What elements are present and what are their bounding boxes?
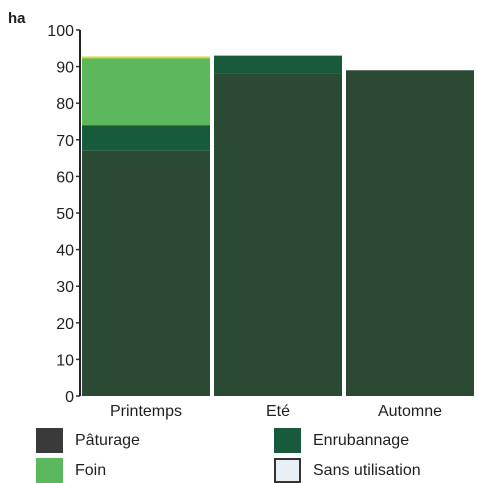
legend-swatch-sans-utilisation bbox=[274, 458, 301, 483]
x-axis-categories: Printemps Eté Automne bbox=[110, 403, 442, 420]
legend-item-foin: Foin bbox=[36, 458, 106, 483]
x-category-label: Eté bbox=[266, 403, 290, 420]
chart-svg: ha 0 10 20 30 40 50 60 70 80 90 100 Printemps Eté Au… bbox=[8, 10, 474, 420]
y-tick-label: 20 bbox=[56, 316, 74, 333]
y-tick-label: 60 bbox=[56, 169, 74, 186]
y-axis-unit-label: ha bbox=[8, 10, 26, 27]
y-tick-label: 10 bbox=[56, 352, 74, 369]
y-tick-label: 50 bbox=[56, 206, 74, 223]
x-category-label: Printemps bbox=[110, 403, 182, 420]
bar-segment-enrubannage-et- bbox=[214, 55, 342, 74]
y-tick-label: 100 bbox=[47, 23, 74, 40]
y-tick-label: 80 bbox=[56, 96, 74, 113]
bar-segment-enrubannage-printemps bbox=[82, 125, 210, 151]
legend-swatch-paturage bbox=[36, 428, 63, 453]
y-tick-label: 70 bbox=[56, 133, 74, 150]
bar-top-edge bbox=[82, 56, 210, 59]
bar-segment-p-turage-automne bbox=[346, 70, 474, 396]
legend-item-enrubannage: Enrubannage bbox=[274, 428, 409, 453]
legend-swatch-enrubannage bbox=[274, 428, 301, 453]
y-tick-label: 40 bbox=[56, 243, 74, 260]
legend-label-paturage: Pâturage bbox=[75, 431, 140, 449]
bar-segment-p-turage-et- bbox=[214, 73, 342, 397]
y-axis-ticks: 0 10 20 30 40 50 60 70 80 90 100 bbox=[47, 23, 80, 406]
legend-label-enrubannage: Enrubannage bbox=[313, 431, 410, 449]
y-tick-label: 0 bbox=[65, 389, 74, 406]
y-tick-label: 30 bbox=[56, 279, 74, 296]
x-category-label: Automne bbox=[378, 403, 442, 420]
legend-swatch-foin bbox=[36, 458, 63, 483]
bars bbox=[82, 55, 474, 397]
legend-label-sans-utilisation: Sans utilisation bbox=[313, 461, 421, 479]
y-tick-label: 90 bbox=[56, 60, 74, 77]
legend: Pâturage Enrubannage Foin Sans utilisati… bbox=[0, 422, 478, 483]
bar-segment-foin-printemps bbox=[82, 57, 210, 126]
legend-label-foin: Foin bbox=[75, 461, 107, 479]
legend-item-sans-utilisation: Sans utilisation bbox=[274, 458, 421, 483]
bar-segment-p-turage-printemps bbox=[82, 150, 210, 396]
legend-item-paturage: Pâturage bbox=[36, 428, 140, 453]
